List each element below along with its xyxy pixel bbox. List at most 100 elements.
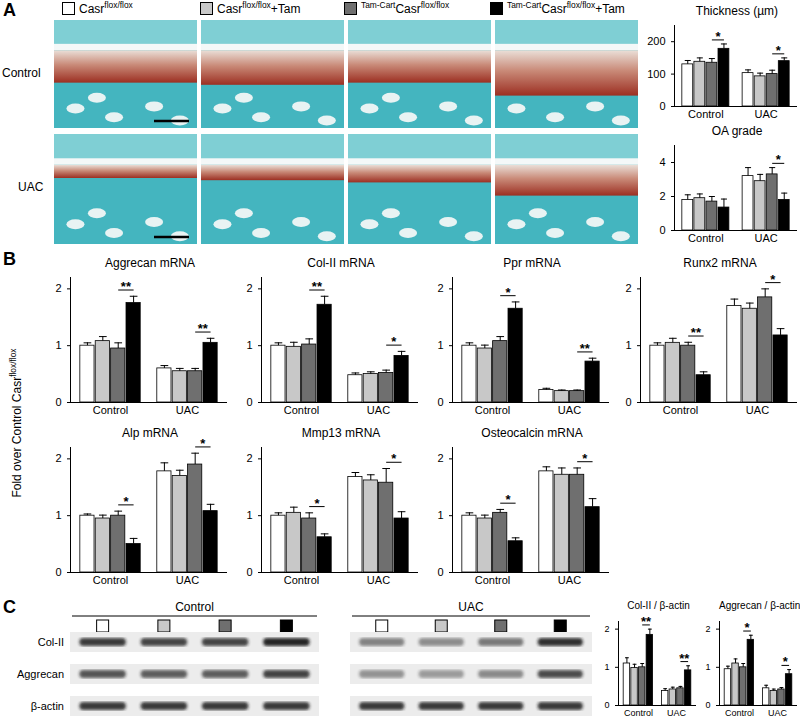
html-text:Tam-CartCasrflox/flox+Tam: Tam-CartCasrflox/flox+Tam	[507, 0, 625, 16]
html-text:UAC: UAC	[18, 180, 44, 194]
svg-text:0: 0	[246, 396, 252, 408]
svg-text:0: 0	[437, 396, 443, 408]
svg-text:Col-II: Col-II	[38, 636, 64, 648]
html-text:Ppr mRNA: Ppr mRNA	[503, 256, 561, 270]
svg-text:*: *	[505, 492, 511, 507]
svg-text:2: 2	[625, 282, 631, 294]
html-text:Alp mRNA: Alp mRNA	[122, 426, 178, 440]
svg-text:2: 2	[604, 624, 609, 634]
svg-text:*: *	[776, 43, 782, 58]
svg-text:1: 1	[246, 339, 252, 351]
svg-text:Control: Control	[475, 574, 510, 586]
svg-text:0: 0	[705, 700, 710, 710]
svg-text:2: 2	[437, 452, 443, 464]
svg-text:**: **	[121, 279, 132, 294]
html-text:Fold over Control Casr: Fold over Control Casr	[10, 376, 24, 498]
svg-text:2: 2	[55, 282, 61, 294]
svg-text:0: 0	[625, 396, 631, 408]
svg-text:Control: Control	[93, 404, 128, 416]
svg-text:**: **	[641, 614, 652, 629]
svg-text:Control: Control	[284, 404, 319, 416]
html-text:Tam-CartCasrflox/flox: Tam-CartCasrflox/flox	[361, 0, 450, 16]
svg-text:0: 0	[604, 700, 609, 710]
html-text:Col-II mRNA: Col-II mRNA	[307, 256, 375, 270]
svg-text:0: 0	[246, 566, 252, 578]
svg-text:UAC: UAC	[458, 600, 484, 614]
svg-text:1: 1	[437, 509, 443, 521]
svg-text:*: *	[715, 29, 721, 44]
html-text:Osteocalcin mRNA: Osteocalcin mRNA	[481, 426, 583, 440]
svg-text:*: *	[582, 451, 588, 466]
svg-text:UAC: UAC	[755, 108, 778, 120]
svg-text:UAC: UAC	[558, 404, 581, 416]
svg-text:UAC: UAC	[176, 574, 199, 586]
html-text:Control: Control	[2, 66, 41, 80]
svg-text:UAC: UAC	[176, 404, 199, 416]
svg-text:*: *	[123, 494, 129, 509]
html-text:Mmp13 mRNA: Mmp13 mRNA	[301, 426, 381, 440]
svg-text:Control: Control	[688, 232, 723, 244]
svg-text:2: 2	[437, 282, 443, 294]
svg-text:1: 1	[437, 339, 443, 351]
svg-text:0: 0	[437, 566, 443, 578]
svg-text:100: 100	[647, 68, 665, 80]
svg-text:Control: Control	[688, 108, 723, 120]
svg-text:*: *	[200, 436, 206, 451]
svg-text:UAC: UAC	[746, 404, 769, 416]
svg-text:Control: Control	[663, 404, 698, 416]
svg-text:**: **	[312, 279, 323, 294]
svg-text:*: *	[783, 654, 789, 669]
html-text:Thickness (µm): Thickness (µm)	[695, 4, 779, 18]
svg-text:0: 0	[55, 396, 61, 408]
html-text:A: A	[3, 0, 16, 20]
svg-text:*: *	[776, 152, 782, 167]
svg-text:1: 1	[604, 662, 609, 672]
svg-text:0: 0	[55, 566, 61, 578]
svg-text:UAC: UAC	[768, 708, 788, 718]
svg-text:UAC: UAC	[667, 708, 687, 718]
svg-text:1: 1	[705, 662, 710, 672]
svg-text:Control: Control	[725, 708, 754, 718]
html-text:OA grade: OA grade	[711, 124, 763, 138]
svg-text:4: 4	[659, 156, 665, 168]
svg-text:UAC: UAC	[558, 574, 581, 586]
html-text:Runx2 mRNA: Runx2 mRNA	[683, 256, 757, 270]
svg-text:200: 200	[647, 35, 665, 47]
svg-text:1: 1	[246, 509, 252, 521]
svg-text:2: 2	[705, 624, 710, 634]
svg-text:1: 1	[625, 339, 631, 351]
svg-text:UAC: UAC	[755, 232, 778, 244]
svg-text:*: *	[505, 285, 511, 300]
svg-text:β-actin: β-actin	[31, 700, 64, 712]
svg-text:Control: Control	[624, 708, 653, 718]
svg-text:**: **	[198, 321, 209, 336]
html-text:B: B	[3, 249, 16, 269]
svg-text:*: *	[314, 496, 320, 511]
svg-text:Aggrecan: Aggrecan	[17, 668, 64, 680]
svg-text:1: 1	[55, 339, 61, 351]
svg-text:Control: Control	[93, 574, 128, 586]
html-text:C: C	[3, 597, 16, 617]
svg-text:Control: Control	[284, 574, 319, 586]
svg-text:**: **	[679, 651, 690, 666]
html-text:Casrflox/flox: Casrflox/flox	[79, 0, 133, 16]
svg-text:Control: Control	[475, 404, 510, 416]
svg-text:Control: Control	[175, 600, 214, 614]
svg-text:*: *	[391, 451, 397, 466]
svg-text:1: 1	[55, 509, 61, 521]
svg-text:**: **	[580, 341, 591, 356]
svg-text:2: 2	[55, 452, 61, 464]
svg-text:0: 0	[659, 224, 665, 236]
svg-text:*: *	[391, 334, 397, 349]
svg-text:2: 2	[246, 282, 252, 294]
html-text:Aggrecan mRNA: Aggrecan mRNA	[105, 256, 195, 270]
html-text:Casrflox/flox+Tam: Casrflox/flox+Tam	[217, 0, 301, 16]
svg-text:2: 2	[246, 452, 252, 464]
svg-text:0: 0	[659, 100, 665, 112]
svg-text:*: *	[744, 620, 750, 635]
svg-text:UAC: UAC	[367, 404, 390, 416]
svg-text:*: *	[770, 272, 776, 287]
svg-text:2: 2	[659, 190, 665, 202]
svg-text:UAC: UAC	[367, 574, 390, 586]
svg-text:**: **	[691, 325, 702, 340]
